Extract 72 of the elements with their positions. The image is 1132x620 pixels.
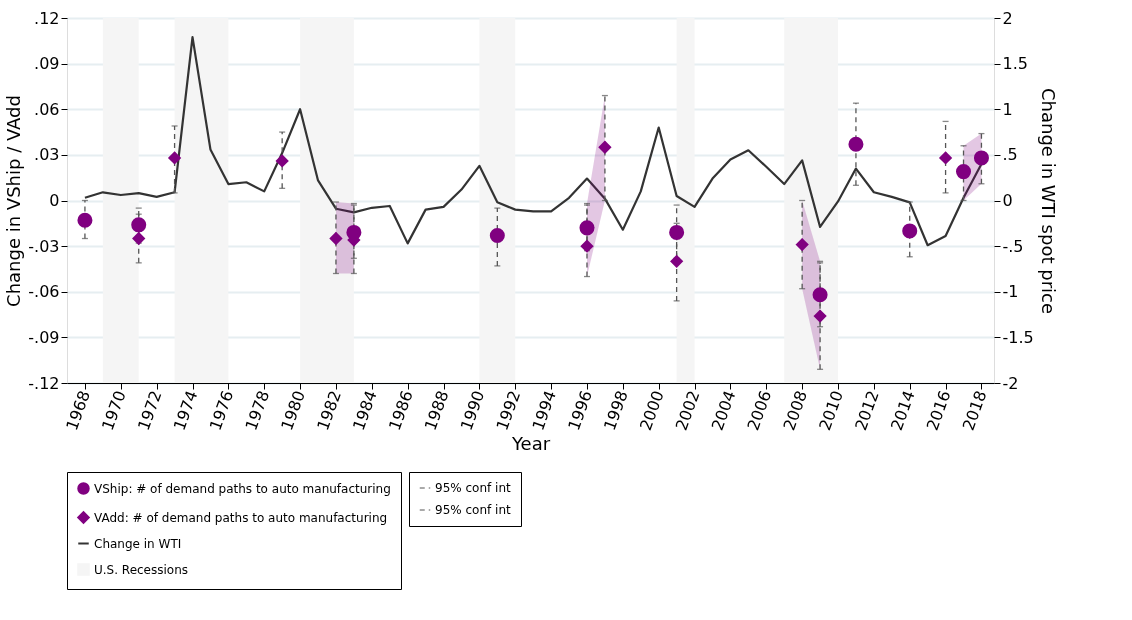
y-tick-label: -.12: [28, 373, 60, 393]
x-tick-label: 1976: [205, 388, 238, 433]
x-tick-label: 2008: [779, 388, 812, 433]
point: [489, 227, 505, 243]
x-tick-label: 1992: [492, 388, 525, 433]
point: [168, 151, 181, 165]
x-tick-label: 2002: [671, 388, 704, 433]
point: [580, 239, 594, 253]
y2-tick-label: 0: [1002, 191, 1013, 210]
x-tick-label: 2004: [707, 388, 740, 433]
point: [275, 154, 289, 168]
x-tick-label: 1968: [62, 388, 94, 433]
x-axis-title: Year: [510, 433, 551, 455]
point: [77, 212, 93, 228]
point: [813, 309, 827, 323]
point: [669, 224, 685, 240]
point: [598, 141, 612, 154]
y2-tick-label: -1.5: [1002, 327, 1034, 347]
y-tick-label: .06: [34, 99, 60, 119]
x-tick-label: 1984: [348, 388, 381, 433]
y-tick-label: .09: [34, 54, 60, 74]
x-tick-label: 2018: [958, 388, 991, 433]
text: 95% conf int: [435, 481, 512, 495]
x-tick-label: 1980: [277, 388, 310, 433]
x-tick-label: 1982: [313, 388, 345, 433]
x-tick-label: 2012: [851, 388, 883, 433]
x-tick-label: 1974: [169, 388, 202, 433]
x-tick-label: 2014: [886, 388, 919, 433]
y2-tick-label: .5: [1002, 145, 1018, 165]
text: 95% conf int: [435, 503, 512, 517]
point: [795, 238, 809, 251]
y2-tick-label: 2: [1002, 8, 1013, 28]
x-tick-label: 2016: [922, 388, 955, 433]
y2-tick-label: -.5: [1002, 236, 1024, 256]
point: [902, 223, 918, 239]
point: [956, 164, 972, 180]
y-tick-label: -.03: [28, 236, 60, 256]
x-tick-label: 2010: [815, 388, 847, 433]
point: [579, 220, 595, 236]
x-tick-label: 1994: [528, 388, 561, 433]
x-tick-label: 1996: [564, 388, 596, 433]
y2-tick-label: -1: [1002, 282, 1019, 302]
x-tick-label: 1998: [600, 388, 632, 433]
y-tick-label: .12: [34, 8, 60, 28]
x-tick-label: 1988: [420, 388, 453, 433]
y-tick-label: 0: [49, 191, 60, 210]
x-tick-label: 1986: [384, 388, 417, 433]
legend-label: VShip: # of demand paths to auto manufacturing: [94, 481, 391, 496]
legend-label: U.S. Recessions: [94, 562, 189, 577]
x-tick-label: 2006: [743, 388, 776, 433]
x-tick-label: 2000: [635, 388, 668, 433]
y2-tick-label: 1.5: [1002, 54, 1028, 74]
y-axis-title: Change in VShip / VAdd: [3, 95, 25, 307]
point: [132, 232, 145, 245]
x-tick-label: 1970: [97, 388, 130, 433]
legend-label: VAdd: # of demand paths to auto manufacturing: [94, 510, 388, 525]
point: [939, 151, 952, 165]
point: [670, 255, 683, 268]
point: [131, 217, 147, 233]
y-tick-label: .03: [34, 145, 60, 165]
x-tick-label: 1990: [456, 388, 489, 433]
y-tick-label: -.09: [28, 327, 60, 347]
x-tick-label: 1978: [241, 388, 274, 433]
y2-axis-title: Change in WTI spot price: [1037, 88, 1059, 314]
point: [973, 150, 989, 166]
y-tick-label: -.06: [28, 282, 60, 302]
y2-tick-label: 1: [1002, 99, 1013, 119]
y2-tick-label: -2: [1002, 373, 1019, 393]
point: [812, 287, 828, 303]
point: [848, 136, 864, 152]
legend-label: Change in WTI: [94, 536, 182, 551]
x-tick-label: 1972: [133, 388, 166, 433]
